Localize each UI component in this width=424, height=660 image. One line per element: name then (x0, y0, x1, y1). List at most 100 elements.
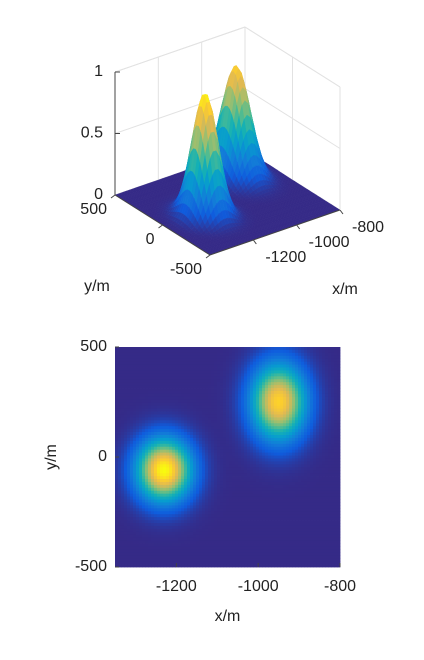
heat-cell (133, 549, 137, 553)
heat-cell (199, 452, 203, 456)
heat-cell (142, 370, 146, 374)
heat-cell (160, 561, 164, 565)
heat-cell (226, 540, 230, 544)
heat-cell (217, 423, 221, 427)
heat-cell (199, 461, 203, 465)
heat-cell (232, 520, 236, 524)
heat-cell (193, 423, 197, 427)
heat-cell (199, 358, 203, 363)
heat-cell (202, 543, 206, 547)
heat-cell (232, 388, 236, 392)
heat-cell (172, 399, 176, 404)
heat-cell (136, 382, 140, 386)
heat-cell (205, 461, 209, 465)
heat-cell (184, 499, 188, 503)
heat-cell (160, 352, 164, 357)
heat-cell (211, 417, 215, 421)
heat-cell (184, 385, 188, 389)
heat-cell (214, 546, 218, 550)
heat-cell (226, 449, 230, 453)
heat-cell (202, 429, 206, 433)
heat-cell (172, 429, 176, 433)
heat-cell (226, 411, 230, 415)
heat-cell (220, 508, 224, 512)
heat-cell (223, 361, 227, 365)
heat-cell (229, 525, 233, 530)
heat-cell (187, 352, 191, 357)
heat-cell (169, 429, 173, 433)
heat-cell (205, 517, 209, 521)
heat-cell (220, 432, 224, 436)
heat-cell (187, 543, 191, 547)
heat-cell (133, 429, 137, 433)
heat-cell (187, 417, 191, 421)
heat-cell (184, 481, 188, 486)
heat-cell (226, 502, 230, 506)
heat-cell (199, 531, 203, 536)
heat-cell (193, 537, 197, 541)
heat-cell (193, 520, 197, 524)
heat-cell (139, 379, 143, 383)
heat-cell (127, 531, 131, 536)
heat-cell (190, 517, 194, 521)
heat-cell (184, 528, 188, 533)
heat-cell (121, 502, 125, 506)
heat-cell (145, 367, 149, 371)
heat-cell (178, 467, 182, 471)
heat-cell (151, 467, 155, 471)
heat-cell (136, 531, 140, 536)
heat-cell (115, 349, 119, 354)
heat-cell (118, 452, 122, 456)
heat-cell (136, 543, 140, 547)
heat-cell (196, 393, 200, 398)
heat-cell (118, 358, 122, 363)
heat-cell (169, 349, 173, 354)
heat-cell (223, 458, 227, 462)
heat-cell (196, 405, 200, 409)
heat-cell (136, 455, 140, 459)
heat-cell (166, 537, 170, 541)
heat-cell (145, 411, 149, 415)
heat-cell (115, 511, 119, 515)
heat-cell (169, 361, 173, 365)
heat-cell (121, 458, 125, 462)
heat-cell (121, 520, 125, 524)
heat-cell (187, 520, 191, 524)
heat-cell (196, 443, 200, 448)
heat-cell (196, 449, 200, 453)
heat-cell (220, 458, 224, 462)
heat-cell (139, 473, 143, 477)
heat-cell (124, 437, 128, 442)
heat-cell (214, 405, 218, 409)
heat-cell (202, 391, 206, 395)
heat-cell (208, 487, 212, 492)
heat-cell (157, 520, 161, 524)
heat-cell (178, 449, 182, 453)
heat-cell (220, 552, 224, 556)
heat-cell (220, 443, 224, 448)
heat-cell (205, 496, 209, 500)
heat-cell (166, 484, 170, 489)
heat-cell (157, 364, 161, 368)
heat-cell (193, 379, 197, 383)
heat-cell (115, 534, 119, 539)
heat-cell (163, 479, 167, 483)
heat-cell (142, 546, 146, 550)
heat-cell (190, 373, 194, 377)
heat-cell (142, 393, 146, 398)
heat-cell (172, 364, 176, 368)
heat-cell (160, 361, 164, 365)
heat-cell (118, 487, 122, 492)
heat-cell (148, 493, 152, 497)
heat-cell (136, 376, 140, 380)
heat-cell (148, 525, 152, 530)
heat-cell (190, 347, 194, 351)
heat-cell (127, 496, 131, 500)
heat-cell (190, 414, 194, 418)
heat-cell (121, 437, 125, 442)
heat-cell (130, 388, 134, 392)
heat-cell (145, 396, 149, 401)
heat-cell (226, 546, 230, 550)
heat-cell (139, 487, 143, 492)
heat-cell (160, 558, 164, 562)
